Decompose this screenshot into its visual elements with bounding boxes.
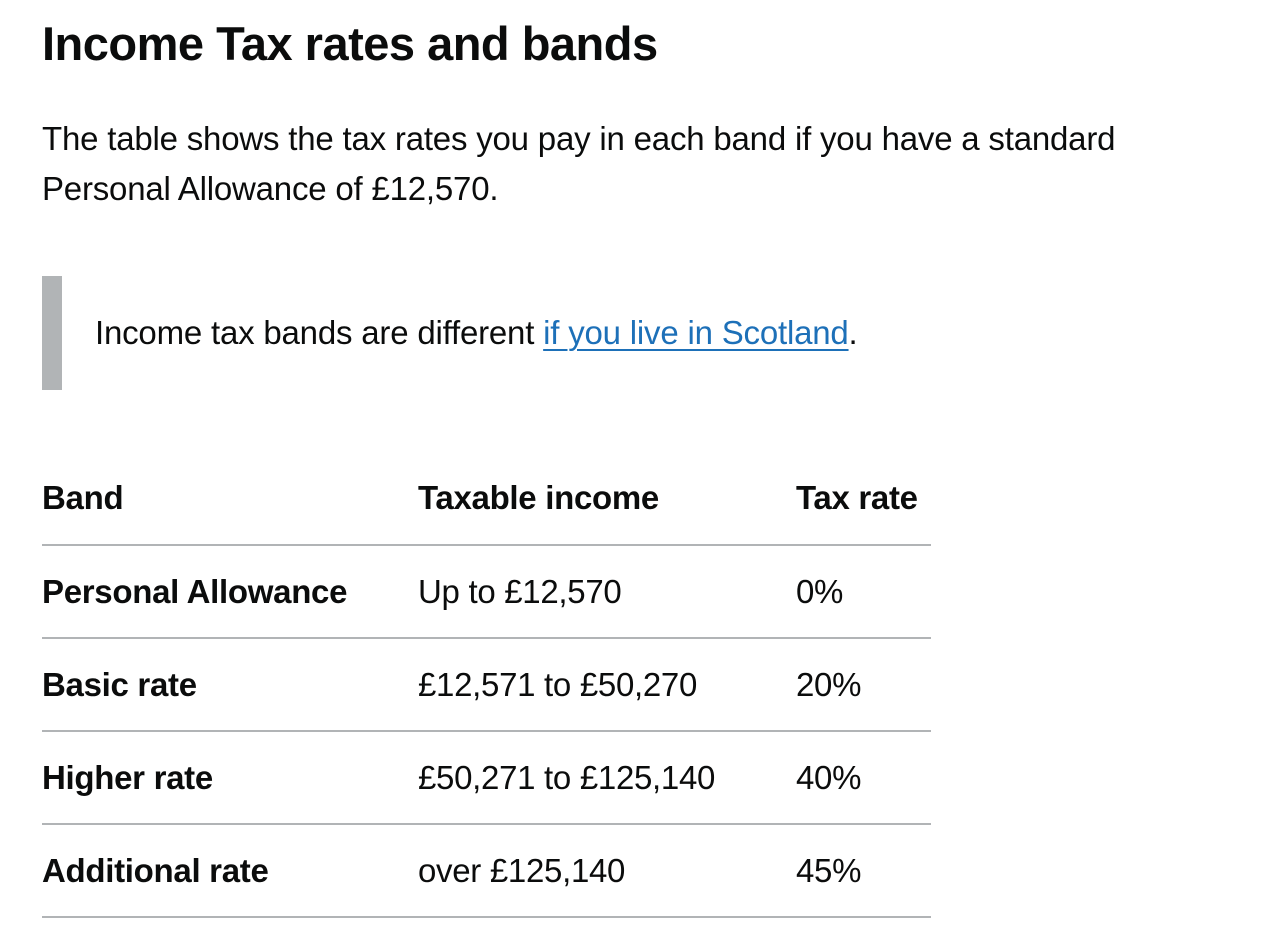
header-taxable-income: Taxable income	[418, 452, 796, 546]
table-header-row: Band Taxable income Tax rate	[42, 452, 931, 546]
band-name: Basic rate	[42, 638, 418, 732]
taxable-income: over £125,140	[418, 824, 796, 918]
inset-text: Income tax bands are different if you li…	[95, 308, 858, 358]
band-name: Additional rate	[42, 824, 418, 918]
intro-paragraph: The table shows the tax rates you pay in…	[42, 120, 1116, 207]
tax-bands-table: Band Taxable income Tax rate Personal Al…	[42, 452, 931, 918]
inset-notice: Income tax bands are different if you li…	[42, 276, 1042, 390]
taxable-income: £12,571 to £50,270	[418, 638, 796, 732]
taxable-income: Up to £12,570	[418, 545, 796, 639]
tax-rate: 45%	[796, 824, 931, 918]
tax-rate: 40%	[796, 731, 931, 825]
table-row: Higher rate £50,271 to £125,140 40%	[42, 731, 931, 825]
band-name: Personal Allowance	[42, 545, 418, 639]
table-row: Additional rate over £125,140 45%	[42, 824, 931, 918]
page-title: Income Tax rates and bands	[42, 17, 658, 70]
tax-rate: 20%	[796, 638, 931, 732]
tax-rate: 0%	[796, 545, 931, 639]
table-row: Personal Allowance Up to £12,570 0%	[42, 545, 931, 639]
table-row: Basic rate £12,571 to £50,270 20%	[42, 638, 931, 732]
inset-text-before: Income tax bands are different	[95, 314, 544, 351]
taxable-income: £50,271 to £125,140	[418, 731, 796, 825]
inset-text-after: .	[848, 314, 858, 351]
header-band: Band	[42, 452, 418, 546]
scotland-link[interactable]: if you live in Scotland	[543, 314, 849, 351]
header-tax-rate: Tax rate	[796, 452, 931, 546]
band-name: Higher rate	[42, 731, 418, 825]
